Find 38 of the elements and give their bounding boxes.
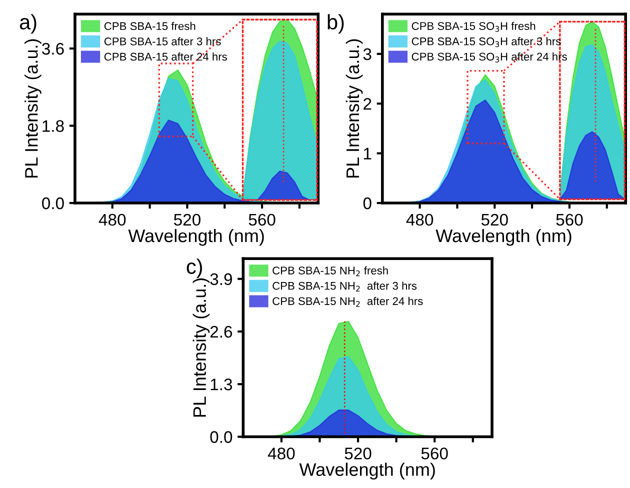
x-axis-title: Wavelength (nm) xyxy=(299,462,435,480)
legend-label: CPB SBA-15 after 24 hrs xyxy=(104,52,227,61)
x-tick-label: 480 xyxy=(406,214,434,226)
x-tick-label: 520 xyxy=(174,214,200,226)
legend-label: CPB SBA-15 after 3 hrs xyxy=(104,37,221,46)
x-tick-label: 480 xyxy=(268,448,295,460)
y-tick-label: 0.0 xyxy=(42,197,64,210)
y-tick-label: 2.6 xyxy=(210,326,232,338)
legend-label: CPB SBA-15 fresh xyxy=(104,22,196,30)
chart-title: b) xyxy=(328,14,344,34)
legend-label: CPB SBA-15 NH$_{2}$ fresh xyxy=(272,266,388,276)
y-tick-label: 1.8 xyxy=(42,120,64,132)
x-tick-label: 520 xyxy=(344,448,372,460)
y-tick-label: 3.6 xyxy=(42,42,64,55)
x-tick-label: 480 xyxy=(98,214,126,226)
chart-title: c) xyxy=(186,258,202,278)
y-tick-label: 0.0 xyxy=(210,431,232,443)
chart-title: a) xyxy=(20,14,36,34)
legend-label: CPB SBA-15 SO$_{3}$H fresh xyxy=(412,22,536,32)
y-tick-label: 0 xyxy=(363,197,372,210)
y-axis-title: PL Intensity (a.u.) xyxy=(192,278,210,417)
x-tick-label: 520 xyxy=(481,214,508,226)
x-axis-title: Wavelength (nm) xyxy=(436,228,572,246)
x-tick-label: 560 xyxy=(556,214,583,226)
x-tick-label: 560 xyxy=(248,214,276,226)
y-tick-label: 1 xyxy=(364,148,372,160)
x-tick-label: 560 xyxy=(421,448,448,460)
y-tick-label: 3.9 xyxy=(210,273,232,286)
legend-label: CPB SBA-15 SO$_{3}$H after 3 hrs xyxy=(412,37,561,48)
x-axis-title: Wavelength (nm) xyxy=(128,228,264,246)
y-axis-title: PL Intensity (a.u.) xyxy=(346,39,363,178)
y-tick-label: 1.3 xyxy=(210,378,232,390)
y-axis-title: PL Intensity (a.u.) xyxy=(24,39,42,178)
y-tick-label: 3 xyxy=(363,48,372,60)
legend-label: CPB SBA-15 SO$_{3}$H after 24 hrs xyxy=(412,52,567,62)
legend-label: CPB SBA-15 NH$_{2}$ after 3 hrs xyxy=(272,282,417,292)
legend-label: CPB SBA-15 NH$_{2}$ after 24 hrs xyxy=(272,296,423,307)
y-tick-label: 2 xyxy=(364,98,372,110)
